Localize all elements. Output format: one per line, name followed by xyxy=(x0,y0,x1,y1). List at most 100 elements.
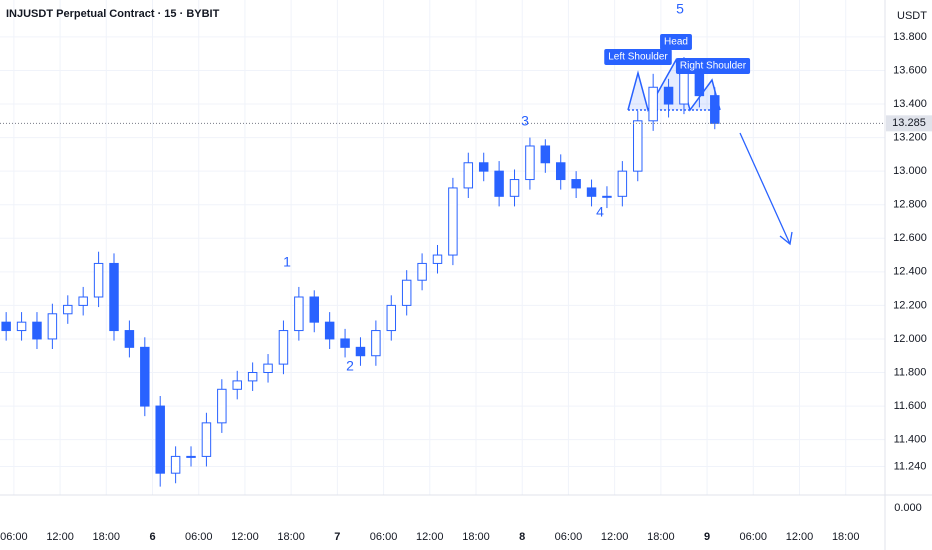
candle-body xyxy=(93,262,104,298)
candle-body xyxy=(247,372,258,382)
candle-body xyxy=(478,162,489,172)
pattern-label: Head xyxy=(664,37,688,48)
x-tick-label: 18:00 xyxy=(832,531,860,543)
candle-body xyxy=(47,313,58,340)
candle-body xyxy=(232,380,242,390)
candle-body xyxy=(540,145,551,164)
pattern-label-box xyxy=(604,49,672,65)
x-tick-label: 12:00 xyxy=(601,531,629,543)
x-tick-label: 12:00 xyxy=(416,531,444,543)
last-price-label: 13.285 xyxy=(892,117,926,129)
wave-label: 3 xyxy=(521,113,529,129)
x-tick-label: 06:00 xyxy=(740,531,768,543)
candle-body xyxy=(371,330,381,357)
candle-body xyxy=(32,321,42,340)
candle-body xyxy=(109,262,119,332)
candle-body xyxy=(340,338,350,348)
candle-body xyxy=(309,296,319,323)
candle-body xyxy=(170,455,181,474)
candle-body xyxy=(633,120,643,172)
candle-body xyxy=(602,195,612,198)
candle-body xyxy=(463,162,474,189)
candle-body xyxy=(278,330,289,365)
y-tick-label: 13.400 xyxy=(893,98,927,110)
x-tick-label: 6 xyxy=(149,531,155,543)
y-tick-label: 13.600 xyxy=(893,64,927,76)
wave-label: 4 xyxy=(596,204,604,220)
candle-body xyxy=(263,363,273,374)
candle-body xyxy=(140,346,150,407)
x-tick-label: 12:00 xyxy=(786,531,814,543)
candle-body xyxy=(432,254,443,264)
candle-body xyxy=(648,86,658,122)
last-price-box xyxy=(886,115,932,132)
y-tick-label: 12.400 xyxy=(893,266,927,278)
wave-label: 1 xyxy=(283,254,291,270)
x-tick-label: 06:00 xyxy=(555,531,583,543)
x-tick-label: 18:00 xyxy=(93,531,121,543)
candle-body xyxy=(217,388,227,424)
arrow-head xyxy=(779,231,793,246)
x-tick-label: 7 xyxy=(334,531,340,543)
candle-body xyxy=(555,162,566,181)
projection-arrow xyxy=(739,132,791,245)
pattern-label-box xyxy=(675,58,751,74)
candle-body xyxy=(586,187,597,197)
y-tick-label: 13.200 xyxy=(893,131,927,143)
candle-body xyxy=(417,262,427,281)
candle-body xyxy=(710,95,720,124)
bottom-scale-label: 0.000 xyxy=(894,502,922,514)
candle-body xyxy=(355,346,366,357)
currency-label: USDT xyxy=(897,10,927,22)
pattern-label: Left Shoulder xyxy=(608,52,668,63)
y-tick-label: 11.800 xyxy=(894,366,927,378)
candle-body xyxy=(201,422,212,457)
x-tick-label: 06:00 xyxy=(185,531,213,543)
y-tick-label: 12.600 xyxy=(893,232,927,244)
y-tick-label: 12.200 xyxy=(893,299,927,311)
x-tick-label: 06:00 xyxy=(370,531,398,543)
candle-body xyxy=(294,296,304,332)
candle-body xyxy=(401,279,412,306)
chart-title: INJUSDT Perpetual Contract · 15 · BYBIT xyxy=(6,8,220,20)
y-tick-label: 11.240 xyxy=(894,460,927,472)
candle-body xyxy=(324,321,335,340)
y-tick-label: 11.400 xyxy=(894,434,927,446)
wave-label: 2 xyxy=(346,358,354,374)
candle-body xyxy=(186,455,196,458)
x-tick-label: 8 xyxy=(519,531,525,543)
candle-body xyxy=(679,69,689,105)
wave-label: 5 xyxy=(676,1,684,17)
candle-body xyxy=(16,321,27,332)
candle-body xyxy=(78,296,88,306)
y-tick-label: 13.000 xyxy=(893,165,927,177)
x-tick-label: 06:00 xyxy=(0,531,28,543)
candle-body xyxy=(124,330,135,348)
x-tick-label: 9 xyxy=(704,531,710,543)
candle-body xyxy=(1,321,11,332)
candle-body xyxy=(155,405,165,474)
candle-body xyxy=(386,304,397,332)
y-tick-label: 12.000 xyxy=(893,333,927,345)
x-tick-label: 18:00 xyxy=(647,531,675,543)
pattern-label: Right Shoulder xyxy=(680,61,747,72)
x-tick-label: 18:00 xyxy=(277,531,305,543)
x-tick-label: 12:00 xyxy=(46,531,74,543)
x-tick-label: 18:00 xyxy=(462,531,490,543)
y-tick-label: 13.800 xyxy=(893,31,927,43)
candle-body xyxy=(525,145,535,181)
pattern-label-box xyxy=(660,34,692,50)
pattern-fill xyxy=(628,60,720,110)
candle-body xyxy=(448,187,458,256)
candle-body xyxy=(617,170,628,197)
candle-body xyxy=(663,86,674,105)
candle-body xyxy=(571,179,581,189)
candle-body xyxy=(509,179,520,197)
x-tick-label: 12:00 xyxy=(231,531,259,543)
candle-body xyxy=(63,304,73,315)
y-tick-label: 12.800 xyxy=(893,199,927,211)
candle-body xyxy=(494,170,504,197)
y-tick-label: 11.600 xyxy=(894,400,927,412)
